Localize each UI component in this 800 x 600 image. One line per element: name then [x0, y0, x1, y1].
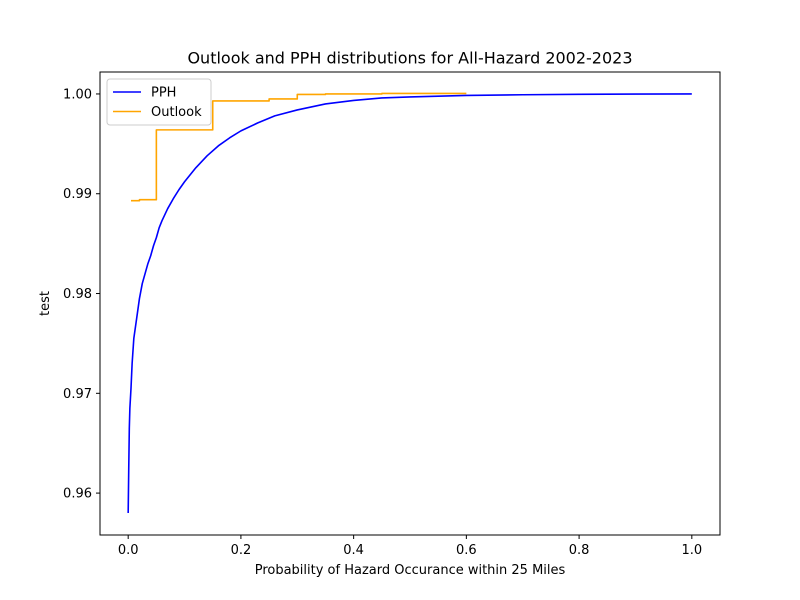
legend: PPH Outlook — [106, 78, 212, 126]
y-tick-label: 0.98 — [63, 287, 92, 302]
x-tick-label: 1.0 — [681, 543, 702, 558]
y-tick-label: 0.96 — [63, 487, 92, 502]
chart-title: Outlook and PPH distributions for All-Ha… — [187, 49, 632, 68]
x-axis-label: Probability of Hazard Occurance within 2… — [255, 563, 566, 578]
series-line-outlook — [131, 92, 467, 202]
series-line-pph — [127, 93, 692, 514]
legend-label-outlook: Outlook — [151, 105, 202, 120]
x-tick-label: 0.4 — [343, 543, 364, 558]
x-tick-label: 0.0 — [118, 543, 139, 558]
x-tick-label: 0.8 — [569, 543, 590, 558]
plot-frame — [99, 71, 721, 536]
legend-label-pph: PPH — [151, 86, 176, 101]
y-axis-label: test — [38, 291, 53, 316]
legend-box — [106, 78, 212, 126]
y-axis: 0.96 0.97 0.98 0.99 1.00 — [63, 87, 100, 502]
y-tick-label: 1.00 — [63, 87, 92, 102]
y-tick-label: 0.97 — [63, 387, 92, 402]
x-tick-label: 0.6 — [456, 543, 477, 558]
plot-area — [127, 92, 692, 514]
x-axis: 0.0 0.2 0.4 0.6 0.8 1.0 — [118, 535, 702, 558]
y-tick-label: 0.99 — [63, 187, 92, 202]
x-tick-label: 0.2 — [231, 543, 252, 558]
